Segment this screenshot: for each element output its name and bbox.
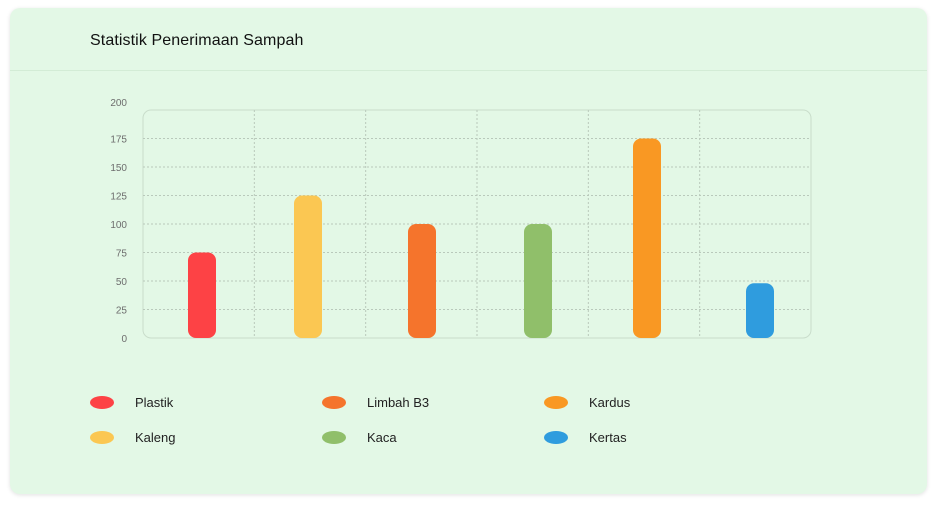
y-tick-label: 200: [110, 98, 127, 109]
bar-kaca: [524, 224, 552, 338]
legend-swatch: [544, 395, 568, 409]
legend-label: Kardus: [589, 394, 631, 410]
y-tick-label: 125: [110, 192, 127, 203]
legend-label: Kaleng: [135, 429, 176, 445]
y-tick-label: 150: [110, 163, 127, 174]
legend-item: Plastik: [90, 392, 173, 412]
legend-item: Kaleng: [90, 427, 175, 447]
card-title: Statistik Penerimaan Sampah: [90, 32, 304, 49]
bar-chart: 0 25 50 75 100 125 150 175 200: [110, 98, 812, 345]
y-tick-label: 100: [110, 220, 127, 231]
y-tick-label: 175: [110, 135, 127, 146]
bar-limbah-b3: [408, 224, 436, 338]
bar-plastik: [188, 252, 216, 338]
legend-swatch: [322, 430, 346, 444]
legend-item: Kertas: [544, 427, 627, 447]
card-header: Statistik Penerimaan Sampah: [10, 8, 927, 71]
waste-statistics-card: Statistik Penerimaan Sampah 0 25 50 75 100 12…: [10, 8, 927, 494]
y-tick-label: 75: [116, 249, 128, 260]
y-tick-label: 50: [116, 277, 128, 288]
legend-item: Kaca: [322, 427, 397, 447]
legend-swatch: [90, 430, 114, 444]
legend-label: Limbah B3: [367, 394, 430, 410]
legend-item: Limbah B3: [322, 392, 429, 412]
legend-swatch: [90, 395, 114, 409]
legend-item: Kardus: [544, 392, 630, 412]
legend-swatch: [322, 395, 346, 409]
y-tick-label: 0: [121, 334, 127, 345]
y-tick-label: 25: [116, 306, 128, 317]
legend-swatch: [544, 430, 568, 444]
bar-kaleng: [294, 195, 322, 338]
bar-kertas: [746, 283, 774, 338]
legend-label: Kertas: [589, 429, 627, 445]
bar-kardus: [633, 138, 661, 338]
legend-label: Plastik: [135, 394, 174, 410]
legend-label: Kaca: [367, 429, 397, 445]
